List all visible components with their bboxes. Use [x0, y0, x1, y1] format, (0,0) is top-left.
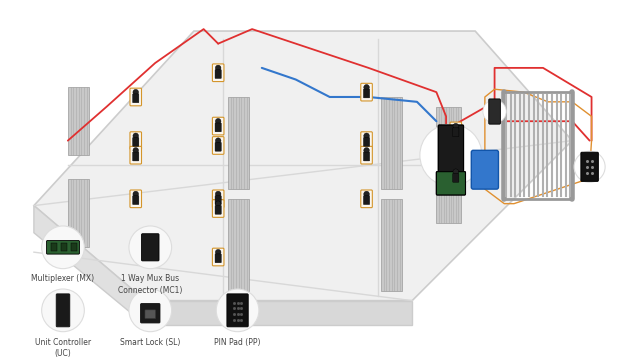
FancyBboxPatch shape	[215, 142, 221, 151]
Circle shape	[364, 191, 369, 197]
FancyBboxPatch shape	[364, 152, 370, 161]
FancyBboxPatch shape	[215, 254, 221, 263]
Polygon shape	[436, 107, 461, 223]
Circle shape	[42, 226, 84, 269]
Circle shape	[42, 289, 84, 332]
FancyBboxPatch shape	[212, 117, 224, 135]
FancyBboxPatch shape	[71, 243, 77, 251]
Text: 1 Way Mux Bus
Connector (MC1): 1 Way Mux Bus Connector (MC1)	[118, 274, 182, 294]
FancyBboxPatch shape	[438, 125, 463, 176]
FancyBboxPatch shape	[130, 190, 141, 208]
Polygon shape	[228, 97, 249, 189]
Circle shape	[129, 226, 172, 269]
FancyBboxPatch shape	[364, 89, 370, 98]
Circle shape	[133, 148, 138, 153]
FancyBboxPatch shape	[227, 294, 248, 327]
FancyBboxPatch shape	[51, 243, 57, 251]
Text: Smart Lock (SL): Smart Lock (SL)	[120, 338, 180, 347]
FancyBboxPatch shape	[212, 190, 224, 208]
Circle shape	[133, 133, 138, 139]
Text: Unit Controller
(UC): Unit Controller (UC)	[35, 338, 91, 357]
FancyBboxPatch shape	[132, 196, 139, 204]
Circle shape	[216, 191, 221, 197]
FancyBboxPatch shape	[361, 132, 372, 149]
Circle shape	[364, 133, 369, 139]
FancyBboxPatch shape	[361, 83, 372, 101]
FancyBboxPatch shape	[212, 137, 224, 154]
FancyBboxPatch shape	[215, 196, 221, 204]
FancyBboxPatch shape	[132, 94, 139, 103]
FancyBboxPatch shape	[364, 138, 370, 147]
FancyBboxPatch shape	[212, 200, 224, 217]
Circle shape	[216, 201, 221, 207]
Circle shape	[216, 289, 259, 332]
FancyBboxPatch shape	[215, 69, 221, 78]
FancyBboxPatch shape	[141, 303, 160, 323]
Polygon shape	[228, 199, 249, 291]
Polygon shape	[381, 199, 403, 291]
Circle shape	[133, 191, 138, 197]
Circle shape	[453, 123, 459, 129]
FancyBboxPatch shape	[215, 123, 221, 132]
Circle shape	[216, 138, 221, 144]
Circle shape	[133, 89, 138, 95]
FancyBboxPatch shape	[212, 248, 224, 266]
FancyBboxPatch shape	[132, 152, 139, 161]
Circle shape	[216, 65, 221, 71]
Circle shape	[216, 118, 221, 124]
FancyBboxPatch shape	[450, 168, 461, 185]
FancyBboxPatch shape	[436, 172, 465, 195]
FancyBboxPatch shape	[132, 138, 139, 147]
FancyBboxPatch shape	[450, 122, 461, 140]
Circle shape	[453, 169, 459, 175]
FancyBboxPatch shape	[130, 132, 141, 149]
FancyBboxPatch shape	[436, 172, 465, 195]
Circle shape	[216, 249, 221, 255]
Circle shape	[364, 148, 369, 153]
FancyBboxPatch shape	[364, 196, 370, 204]
Text: Multiplexer (MX): Multiplexer (MX)	[31, 274, 95, 283]
FancyBboxPatch shape	[489, 99, 500, 124]
FancyBboxPatch shape	[130, 88, 141, 106]
Circle shape	[483, 100, 506, 123]
FancyBboxPatch shape	[61, 243, 67, 251]
FancyBboxPatch shape	[452, 128, 459, 137]
FancyBboxPatch shape	[361, 190, 372, 208]
Text: PIN Pad (PP): PIN Pad (PP)	[214, 338, 261, 347]
FancyBboxPatch shape	[56, 294, 70, 327]
Circle shape	[420, 124, 482, 186]
FancyBboxPatch shape	[215, 206, 221, 214]
Circle shape	[129, 289, 172, 332]
Polygon shape	[34, 31, 572, 301]
FancyBboxPatch shape	[581, 152, 598, 181]
FancyBboxPatch shape	[141, 234, 159, 261]
FancyBboxPatch shape	[471, 150, 499, 189]
Circle shape	[574, 151, 605, 182]
FancyBboxPatch shape	[361, 147, 372, 164]
FancyBboxPatch shape	[452, 174, 459, 182]
Polygon shape	[34, 206, 145, 325]
FancyBboxPatch shape	[145, 310, 156, 319]
FancyBboxPatch shape	[438, 125, 463, 176]
Polygon shape	[145, 301, 412, 325]
Polygon shape	[68, 87, 89, 155]
FancyBboxPatch shape	[130, 147, 141, 164]
Polygon shape	[381, 97, 403, 189]
Circle shape	[364, 85, 369, 90]
FancyBboxPatch shape	[212, 64, 224, 82]
FancyBboxPatch shape	[47, 240, 79, 254]
Polygon shape	[68, 179, 89, 247]
